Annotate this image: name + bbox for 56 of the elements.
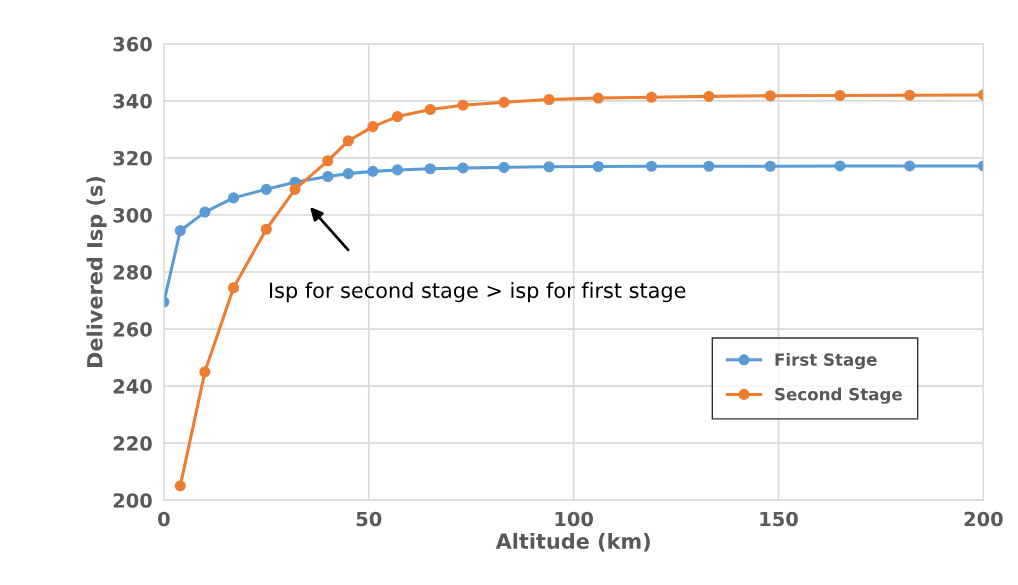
- x-tick-label: 150: [760, 511, 798, 527]
- y-tick-label: 340: [113, 93, 152, 109]
- point: [498, 161, 510, 173]
- point: [904, 89, 916, 101]
- point: [260, 183, 272, 195]
- x-tick-label: 0: [158, 511, 170, 527]
- point: [703, 90, 715, 102]
- point: [260, 223, 272, 235]
- y-tick-label: 360: [113, 36, 152, 52]
- point: [342, 135, 354, 147]
- point: [174, 480, 186, 492]
- point: [227, 282, 240, 294]
- point: [367, 165, 379, 177]
- point: [457, 162, 469, 174]
- legend-label: First Stage: [775, 352, 877, 370]
- point: [834, 89, 846, 102]
- y-tick-label: 240: [113, 379, 152, 394]
- point: [498, 96, 510, 108]
- point: [424, 163, 436, 175]
- point: [322, 155, 334, 167]
- point: [592, 160, 604, 173]
- point: [391, 164, 404, 176]
- point: [904, 160, 916, 172]
- y-tick-label: 260: [113, 322, 152, 337]
- x-tick-label: 200: [964, 511, 1003, 527]
- x-tick-label: 100: [555, 511, 594, 527]
- point: [645, 160, 658, 172]
- x-axis-title: Altitude (km): [495, 532, 650, 552]
- point: [543, 93, 555, 106]
- point: [342, 168, 354, 180]
- y-axis-title: Delivered Isp (s): [86, 176, 107, 367]
- point: [367, 121, 379, 133]
- point: [424, 103, 436, 116]
- point: [227, 192, 240, 204]
- annotation: Isp for second stage > isp for first stage: [270, 282, 686, 303]
- point: [322, 170, 334, 183]
- point: [834, 160, 846, 172]
- point: [703, 160, 715, 172]
- point: [391, 111, 404, 123]
- y-tick-label: 200: [113, 493, 152, 508]
- point: [199, 206, 211, 218]
- point: [764, 160, 776, 172]
- point: [592, 92, 604, 104]
- point: [174, 225, 186, 237]
- point: [645, 91, 658, 103]
- point: [199, 366, 211, 378]
- y-tick-label: 220: [113, 436, 152, 451]
- point: [457, 99, 469, 111]
- y-tick-label: 280: [113, 264, 152, 280]
- point: [764, 90, 776, 102]
- y-tick-label: 300: [113, 207, 152, 223]
- point: [543, 161, 555, 173]
- point: [289, 183, 301, 195]
- x-tick-label: 50: [356, 511, 382, 527]
- y-tick-label: 320: [113, 150, 152, 166]
- legend-label: Second Stage: [775, 387, 902, 404]
